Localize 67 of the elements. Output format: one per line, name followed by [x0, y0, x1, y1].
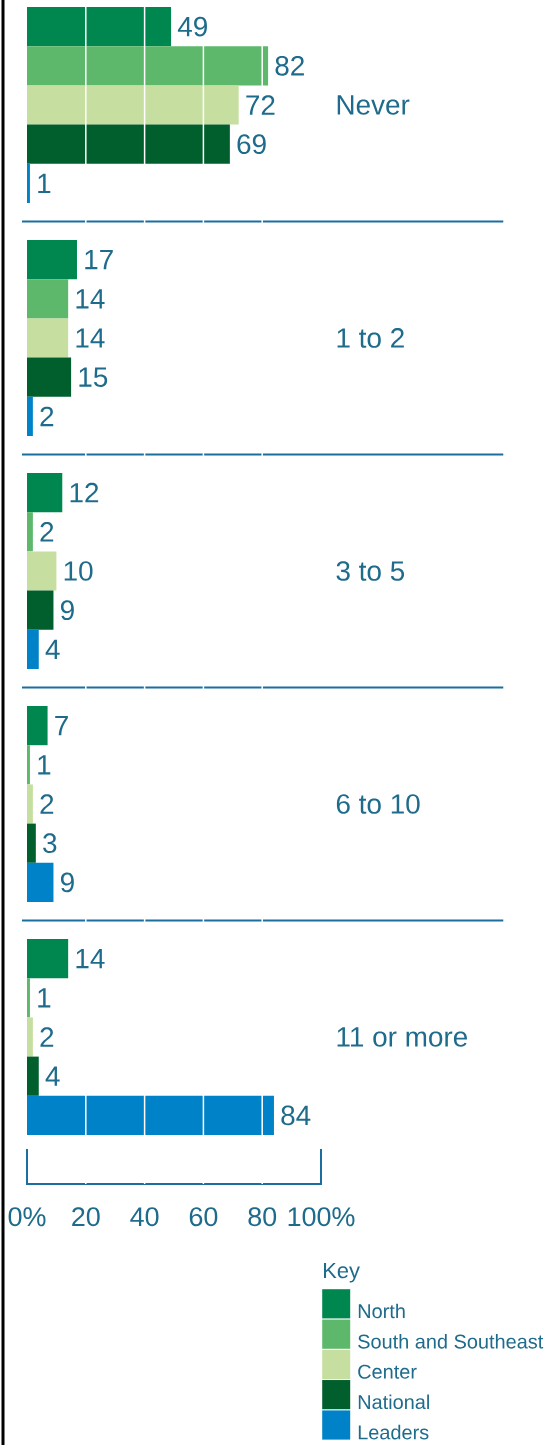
data-label: 2 [40, 406, 54, 427]
y-tick-label: 11 or more [337, 1027, 467, 1047]
data-label: 84 [281, 1105, 311, 1126]
bar [27, 551, 57, 591]
data-label: 49 [177, 16, 207, 37]
data-label: 69 [237, 134, 266, 155]
data-label: 1 [38, 988, 51, 1008]
legend-title: Key [324, 1262, 360, 1283]
bar [27, 472, 63, 513]
x-tick-label: 80 [248, 1207, 277, 1227]
bar [27, 1017, 33, 1057]
bar [27, 46, 269, 86]
data-label: 10 [64, 561, 93, 581]
bar [27, 784, 33, 824]
data-label: 3 [43, 833, 57, 854]
data-label: 82 [275, 55, 304, 76]
legend-label: National [358, 1394, 429, 1410]
bar [27, 823, 36, 863]
data-label: 1 [38, 173, 51, 193]
x-tick-label: 0% [8, 1207, 46, 1227]
x-tick-label: 60 [189, 1207, 218, 1227]
bar [27, 629, 39, 669]
data-label: 72 [246, 95, 275, 115]
data-label: 9 [60, 872, 74, 893]
data-label: 17 [85, 250, 113, 270]
y-tick-label: 1 to 2 [337, 328, 404, 348]
data-label: 2 [40, 522, 54, 542]
bar [27, 706, 48, 746]
bar [27, 978, 30, 1018]
bar [27, 357, 72, 397]
bar [27, 590, 54, 630]
bar [27, 396, 33, 436]
y-tick-label: Never [337, 95, 410, 115]
bar [27, 512, 33, 552]
bar [27, 124, 230, 164]
data-label: 4 [45, 639, 60, 659]
data-label: 7 [55, 716, 68, 736]
legend-label: Center [358, 1364, 417, 1379]
bar [27, 1056, 39, 1096]
bar [27, 745, 30, 785]
bar [27, 279, 69, 319]
data-label: 12 [70, 482, 99, 503]
data-label: 2 [40, 794, 54, 814]
bar [27, 6, 172, 47]
x-tick-label: 40 [130, 1207, 159, 1227]
bar [27, 85, 239, 125]
y-tick-label: 6 to 10 [336, 794, 420, 814]
bar [27, 1095, 274, 1135]
data-label: 2 [40, 1027, 54, 1047]
data-label: 1 [38, 755, 51, 775]
data-label: 14 [76, 328, 105, 348]
data-label: 14 [76, 949, 105, 969]
x-tick-label: 20 [72, 1207, 100, 1227]
x-tick-label: 100% [288, 1207, 355, 1227]
y-tick-label: 3 to 5 [336, 561, 405, 581]
bar [27, 318, 69, 358]
legend-label: Leaders [358, 1424, 429, 1440]
bar [27, 239, 77, 280]
data-label: 9 [60, 600, 74, 621]
bar [27, 862, 54, 902]
bar [27, 939, 69, 979]
legend-label: North [358, 1303, 405, 1319]
data-label: 14 [76, 289, 105, 309]
legend-label: South and Southeast [358, 1334, 544, 1349]
data-label: 4 [45, 1066, 60, 1086]
bar [27, 163, 30, 203]
data-label: 15 [79, 367, 108, 387]
